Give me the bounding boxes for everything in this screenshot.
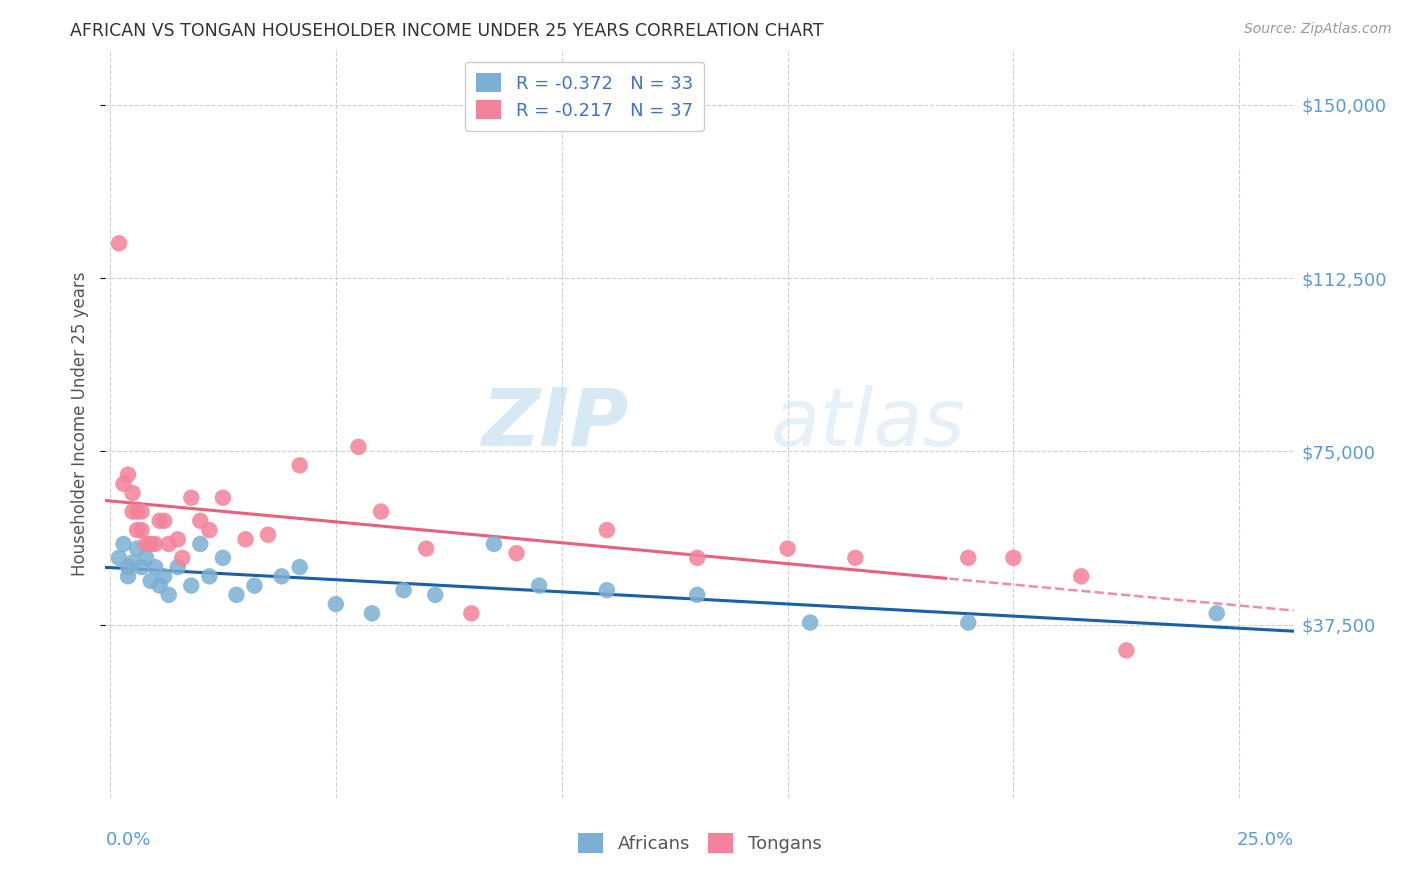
Point [198, 523, 221, 537]
Point [125, 541, 148, 556]
Text: ZIP: ZIP [481, 384, 628, 463]
Point [131, 505, 153, 519]
Point [117, 560, 139, 574]
Point [596, 583, 619, 598]
Point [172, 550, 194, 565]
Point [121, 505, 143, 519]
Point [225, 588, 247, 602]
Point [117, 569, 139, 583]
Point [957, 615, 980, 630]
Point [799, 615, 821, 630]
Text: Source: ZipAtlas.com: Source: ZipAtlas.com [1244, 22, 1392, 37]
Point [108, 550, 131, 565]
Point [212, 491, 235, 505]
Point [131, 523, 153, 537]
Point [527, 578, 550, 592]
Point [288, 458, 311, 473]
Point [243, 578, 266, 592]
Point [844, 550, 866, 565]
Point [425, 588, 447, 602]
Point [776, 541, 799, 556]
Point [460, 607, 482, 621]
Point [370, 505, 392, 519]
Point [135, 550, 157, 565]
Point [157, 537, 180, 551]
Text: AFRICAN VS TONGAN HOUSEHOLDER INCOME UNDER 25 YEARS CORRELATION CHART: AFRICAN VS TONGAN HOUSEHOLDER INCOME UND… [70, 22, 824, 40]
Point [325, 597, 347, 611]
Point [166, 560, 188, 574]
Point [188, 537, 211, 551]
Point [686, 550, 709, 565]
Point [1070, 569, 1092, 583]
Point [180, 578, 202, 592]
Point [149, 514, 172, 528]
Point [392, 583, 415, 598]
Point [125, 523, 148, 537]
Point [686, 588, 709, 602]
Point [131, 560, 153, 574]
Point [117, 467, 139, 482]
Point [288, 560, 311, 574]
Y-axis label: Householder Income Under 25 years: Householder Income Under 25 years [72, 271, 90, 576]
Point [180, 491, 202, 505]
Point [121, 486, 143, 500]
Point [112, 537, 135, 551]
Point [957, 550, 980, 565]
Point [157, 588, 180, 602]
Point [143, 537, 166, 551]
Point [139, 537, 162, 551]
Point [1205, 607, 1227, 621]
Point [482, 537, 505, 551]
Point [347, 440, 370, 454]
Text: 25.0%: 25.0% [1236, 831, 1294, 849]
Point [1115, 643, 1137, 657]
Point [270, 569, 292, 583]
Point [212, 550, 235, 565]
Point [135, 537, 157, 551]
Point [1002, 550, 1025, 565]
Text: atlas: atlas [770, 384, 966, 463]
Point [361, 607, 384, 621]
Point [198, 569, 221, 583]
Point [143, 560, 166, 574]
Point [596, 523, 619, 537]
Point [153, 569, 176, 583]
Point [149, 578, 172, 592]
Point [415, 541, 437, 556]
Text: 0.0%: 0.0% [105, 831, 150, 849]
Point [125, 505, 148, 519]
Point [121, 556, 143, 570]
Legend: Africans, Tongans: Africans, Tongans [571, 826, 828, 861]
Point [153, 514, 176, 528]
Point [257, 527, 280, 541]
Point [112, 476, 135, 491]
Point [188, 514, 211, 528]
Point [166, 533, 188, 547]
Point [139, 574, 162, 588]
Point [108, 236, 131, 251]
Point [235, 533, 257, 547]
Point [505, 546, 527, 560]
